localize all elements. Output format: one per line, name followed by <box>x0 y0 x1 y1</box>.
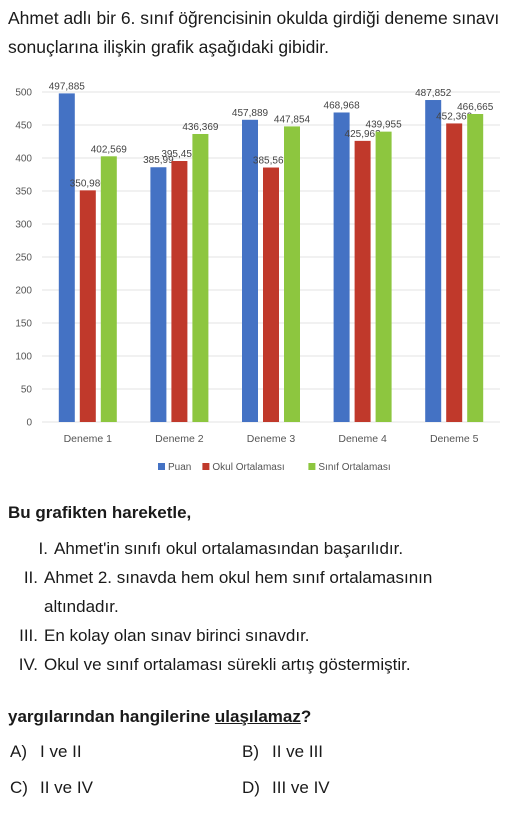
data-label: 385,569 <box>253 156 290 167</box>
option-a[interactable]: A) I ve II <box>10 742 82 762</box>
x-tick-label: Deneme 1 <box>64 433 113 445</box>
statement-number: III. <box>19 626 38 645</box>
y-tick-label: 300 <box>15 220 32 231</box>
bar <box>100 156 117 423</box>
legend-swatch <box>202 463 210 470</box>
data-label: 385,99 <box>143 155 174 166</box>
option-text: I ve II <box>40 742 82 761</box>
data-label: 439,955 <box>366 120 403 131</box>
data-label: 402,569 <box>91 144 128 155</box>
prompt-text: Bu grafikten hareketle, <box>8 503 192 522</box>
statement-text: En kolay olan sınav birinci sınavdır. <box>44 626 310 645</box>
statement-4: IV. Okul ve sınıf ortalaması sürekli art… <box>10 650 510 679</box>
legend-label: Sınıf Ortalaması <box>318 462 390 473</box>
data-label: 497,885 <box>49 81 86 92</box>
question-text: yargılarından hangilerine ulaşılamaz? <box>8 704 508 730</box>
statements-list: I. Ahmet'in sınıfı okul ortalamasından b… <box>10 534 510 679</box>
statement-2: II. Ahmet 2. sınavda hem okul hem sınıf … <box>10 563 510 621</box>
question-lead: yargılarından hangilerine <box>8 707 215 726</box>
x-tick-label: Deneme 3 <box>247 433 296 445</box>
bar <box>150 167 167 422</box>
data-label: 350,986 <box>70 178 107 189</box>
data-label: 425,963 <box>345 129 382 140</box>
bar-chart: 0 50 100 150 200 250 300 350 400 450 500 497,885 350… <box>15 81 500 473</box>
legend-swatch <box>158 463 165 470</box>
x-tick-label: Deneme 5 <box>430 433 479 445</box>
question-keyword: ulaşılamaz <box>214 707 301 726</box>
y-tick-label: 150 <box>15 319 32 330</box>
statement-number: IV. <box>18 655 38 674</box>
statement-text: Okul ve sınıf ortalaması sürekli artış g… <box>44 655 411 674</box>
legend-label: Puan <box>168 462 191 473</box>
y-tick-label: 0 <box>26 418 32 429</box>
option-letter: B) <box>242 742 259 761</box>
option-d[interactable]: D) III ve IV <box>242 778 330 798</box>
y-tick-label: 50 <box>21 385 33 396</box>
bar <box>425 100 442 423</box>
y-tick-label: 350 <box>15 187 32 198</box>
data-label: 395,452 <box>161 149 198 160</box>
bar <box>284 126 300 423</box>
y-tick-label: 450 <box>15 121 32 132</box>
statement-text: Ahmet'in sınıfı okul ortalamasından başa… <box>54 539 404 558</box>
bar <box>467 114 484 422</box>
question-mark: ? <box>300 707 312 726</box>
bar <box>242 119 258 422</box>
statement-text: Ahmet 2. sınavda hem okul hem sınıf orta… <box>44 568 433 616</box>
bar <box>79 190 96 422</box>
bar <box>171 161 188 422</box>
chart-container: 0 50 100 150 200 250 300 350 400 450 500 497,885 350… <box>0 74 516 490</box>
data-label: 457,889 <box>232 108 269 119</box>
option-letter: D) <box>242 778 260 797</box>
bar <box>354 140 371 422</box>
y-tick-label: 200 <box>15 286 32 297</box>
bar <box>192 133 209 422</box>
option-c[interactable]: C) II ve IV <box>10 778 93 798</box>
y-tick-label: 400 <box>15 154 32 165</box>
statement-1: I. Ahmet'in sınıfı okul ortalamasından b… <box>10 534 510 563</box>
y-tick-label: 500 <box>15 88 32 99</box>
data-label: 452,369 <box>436 111 473 122</box>
data-label: 468,968 <box>324 100 361 111</box>
legend-swatch <box>308 463 316 470</box>
question-intro: Ahmet adlı bir 6. sınıf öğrencisinin oku… <box>8 8 500 57</box>
option-b[interactable]: B) II ve III <box>242 742 323 762</box>
option-letter: A) <box>10 742 27 761</box>
y-tick-label: 250 <box>15 253 32 264</box>
bar <box>263 167 279 422</box>
bar <box>446 123 463 422</box>
option-text: III ve IV <box>272 778 330 797</box>
data-label: 447,854 <box>274 114 311 125</box>
legend-label: Okul Ortalaması <box>212 462 284 473</box>
statement-3: III. En kolay olan sınav birinci sınavdı… <box>10 621 510 650</box>
bar <box>375 131 392 422</box>
data-label: 487,852 <box>415 88 452 99</box>
data-label: 466,665 <box>457 102 494 113</box>
option-letter: C) <box>10 778 28 797</box>
bar <box>333 112 350 422</box>
bar <box>58 93 75 422</box>
y-tick-label: 100 <box>15 352 32 363</box>
data-label: 436,369 <box>182 122 219 133</box>
statement-number: I. <box>38 539 48 558</box>
option-text: II ve IV <box>40 778 93 797</box>
option-text: II ve III <box>272 742 324 761</box>
statement-number: II. <box>23 568 38 587</box>
x-tick-label: Deneme 4 <box>338 433 387 445</box>
x-tick-label: Deneme 2 <box>155 433 204 445</box>
